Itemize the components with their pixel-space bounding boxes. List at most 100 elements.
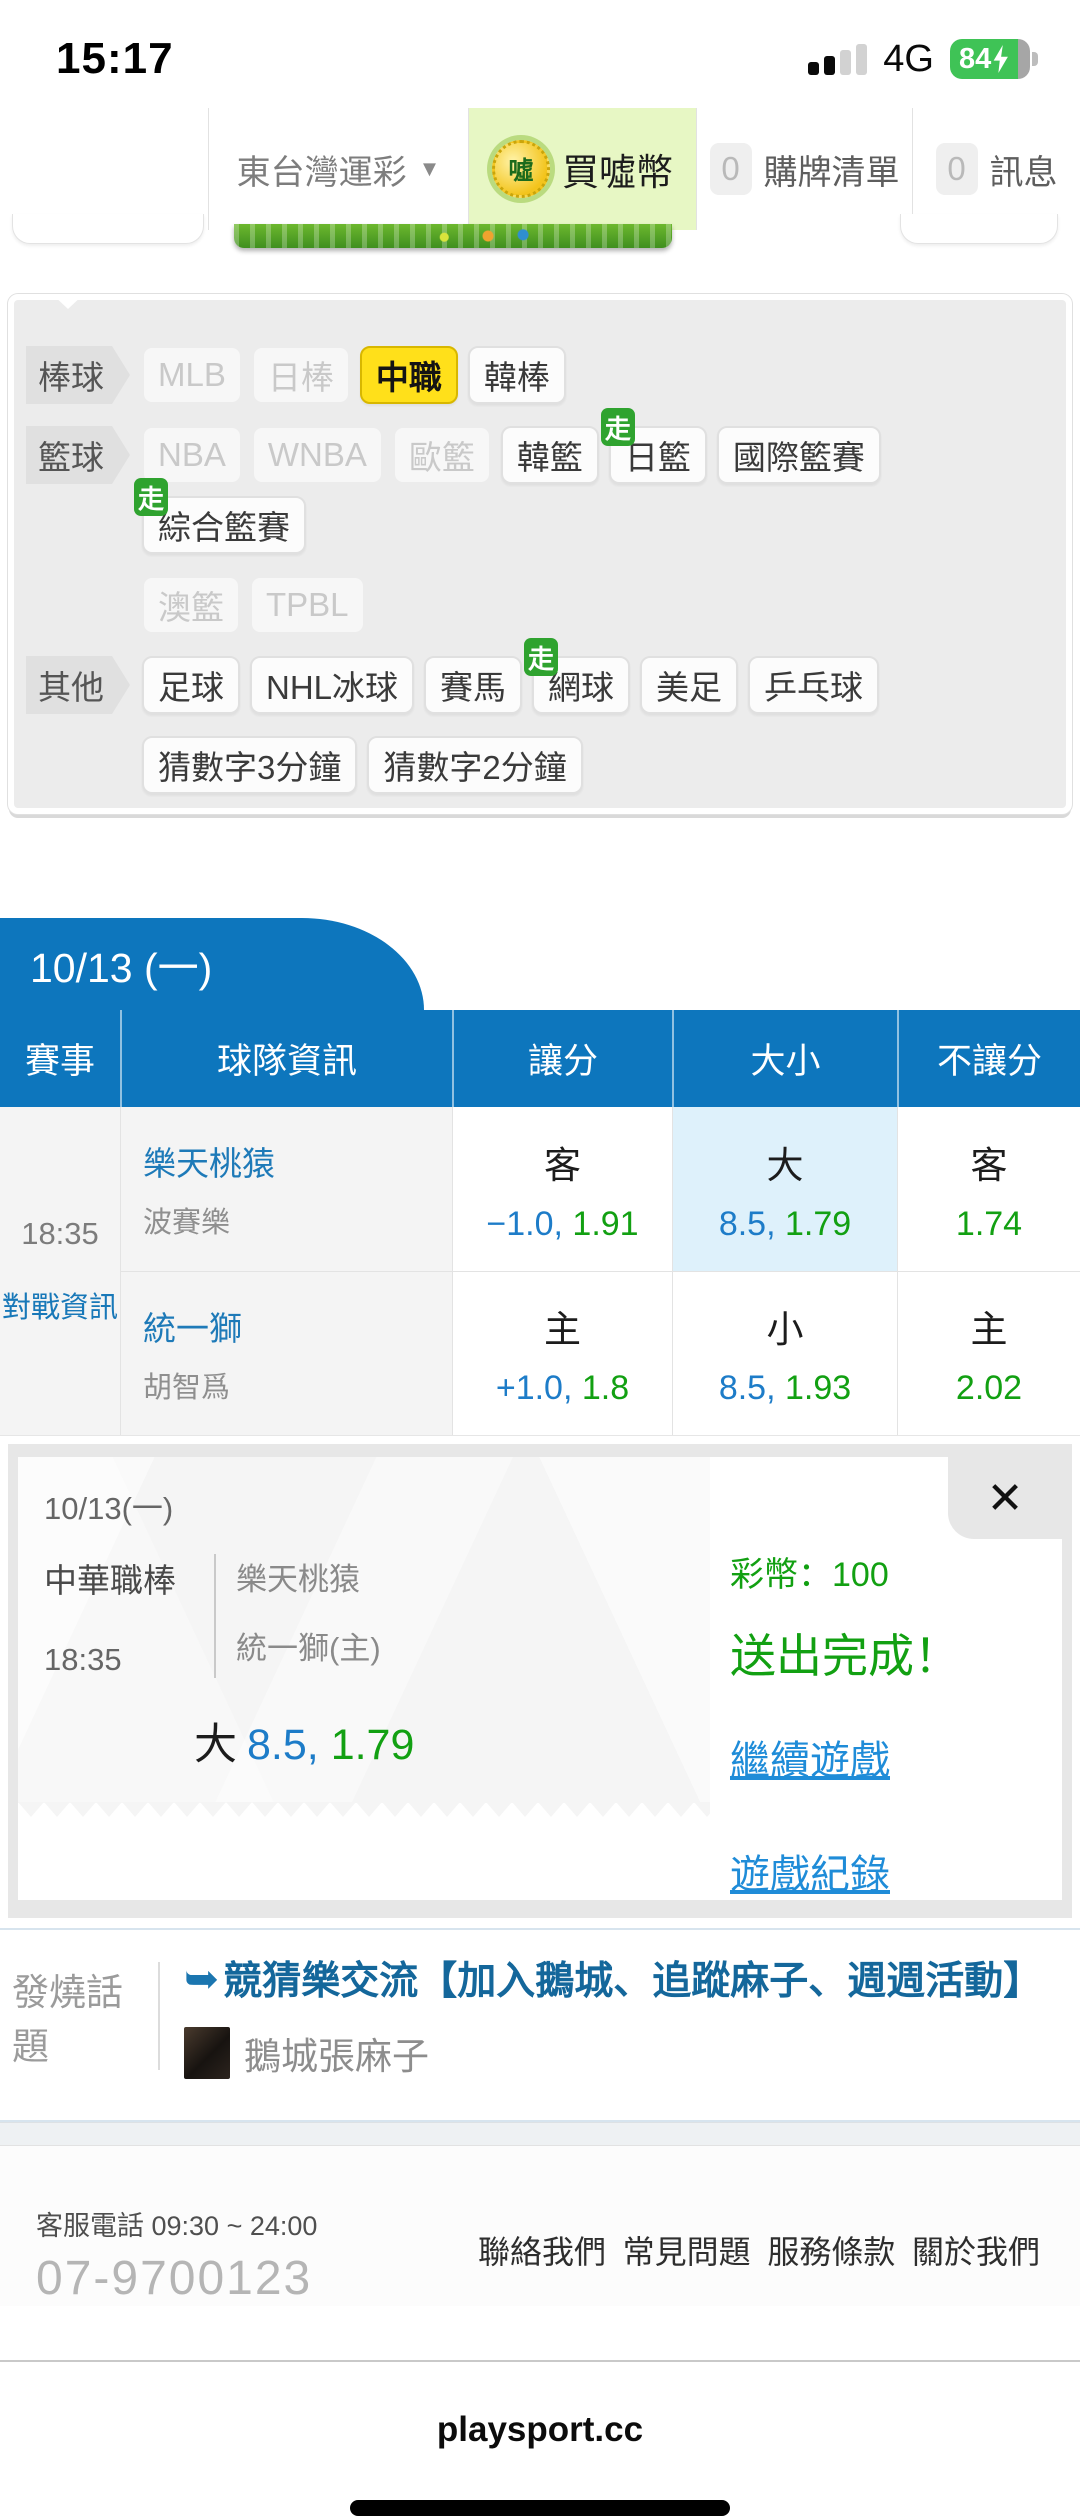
receipt-pick: 大 8.5, 1.79 xyxy=(194,1721,415,1769)
date-label: 10/13 (一) xyxy=(30,945,213,991)
total-under-cell[interactable]: 小 8.5, 1.93 xyxy=(672,1271,897,1435)
card-edge-right xyxy=(900,214,1058,244)
arrow-icon: ➥ xyxy=(184,1954,220,2002)
chevron-down-icon: ▼ xyxy=(418,156,441,181)
filter-mixed-basketball[interactable]: 走 綜合籃賽 xyxy=(134,478,306,554)
filter-row-basketball-2: 澳籃 TPBL xyxy=(26,576,1054,634)
total-over-cell-selected[interactable]: 大 8.5, 1.79 xyxy=(672,1107,897,1271)
footer-link-about[interactable]: 關於我們 xyxy=(911,2234,1040,2270)
matchup-info-link[interactable]: 對戰資訊 xyxy=(1,1292,118,1324)
filter-kbl[interactable]: 韓籃 xyxy=(500,426,599,484)
filter-nba[interactable]: NBA xyxy=(142,426,242,484)
filter-kbo[interactable]: 韓棒 xyxy=(467,346,566,404)
cellular-signal-icon xyxy=(808,43,868,75)
filter-mlb[interactable]: MLB xyxy=(142,346,242,404)
spread-home-cell[interactable]: 主 +1.0, 1.8 xyxy=(452,1271,672,1435)
author-avatar xyxy=(184,2027,230,2079)
match-row: 18:35 對戰資訊 樂天桃猿 波賽樂 客 −1.0, 1.91 大 8.5, … xyxy=(0,1107,1080,1436)
live-badge: 走 xyxy=(600,408,635,446)
buy-coin-label: 買噓幣 xyxy=(562,152,673,193)
filter-intl-basketball[interactable]: 國際籃賽 xyxy=(716,426,881,484)
under-header-strip xyxy=(0,214,1080,294)
footer-link-faq[interactable]: 常見問題 xyxy=(622,2234,751,2270)
service-phone: 07-9700123 xyxy=(36,2252,313,2305)
col-header-spread: 讓分 xyxy=(452,1010,672,1107)
date-tab-curve xyxy=(302,918,424,1010)
close-icon: ✕ xyxy=(986,1473,1024,1523)
game-time: 18:35 xyxy=(21,1216,99,1251)
filter-soccer[interactable]: 足球 xyxy=(142,656,240,714)
receipt-league: 中華職棒 xyxy=(44,1562,176,1599)
filter-guess-number-3min[interactable]: 猜數字3分鐘 xyxy=(142,736,358,794)
date-tab: 10/13 (一) xyxy=(0,918,302,1010)
filter-tpbl[interactable]: TPBL xyxy=(250,576,365,634)
away-team-link[interactable]: 樂天桃猿 xyxy=(143,1145,275,1182)
spread-away-cell[interactable]: 客 −1.0, 1.91 xyxy=(452,1107,672,1271)
close-button[interactable]: ✕ xyxy=(948,1457,1062,1539)
filter-bleague[interactable]: 走 日籃 xyxy=(600,408,707,484)
moneyline-home-cell[interactable]: 主 2.02 xyxy=(897,1271,1080,1435)
battery-charging-icon: 84 xyxy=(950,39,1038,79)
topic-author-row[interactable]: 鵝城張麻子 xyxy=(184,2026,1042,2080)
bet-slip: 10/13(一) 中華職棒 18:35 樂天桃猿 統一獅(主) 大 8.5, 1.… xyxy=(8,1444,1072,1918)
buy-coin-tab[interactable]: 噓 買噓幣 xyxy=(468,108,696,230)
filter-npb[interactable]: 日棒 xyxy=(251,346,350,404)
ticket-list-nav[interactable]: 0 購牌清單 xyxy=(696,108,912,230)
odds-table-header: 賽事 球隊資訊 讓分 大小 不讓分 xyxy=(0,1010,1080,1107)
submit-success-message: 送出完成！ xyxy=(730,1630,960,1682)
hot-topic-link[interactable]: ➥ 競猜樂交流【加入鵝城、追蹤麻子、週週活動】 xyxy=(184,1954,1043,2004)
filter-nhl[interactable]: NHL冰球 xyxy=(250,656,415,714)
footer-link-contact[interactable]: 聯絡我們 xyxy=(478,2234,607,2270)
col-header-event: 賽事 xyxy=(24,1042,95,1081)
network-type: 4G xyxy=(883,37,934,80)
away-pitcher: 波賽樂 xyxy=(143,1207,231,1239)
messages-nav[interactable]: 0 訊息 xyxy=(912,108,1080,230)
region-selector-label: 東台灣運彩 xyxy=(236,153,407,192)
filter-euro-basketball[interactable]: 歐籃 xyxy=(392,426,491,484)
home-indicator[interactable] xyxy=(350,2500,730,2516)
filter-cpbl[interactable]: 中職 xyxy=(359,346,458,404)
author-name: 鵝城張麻子 xyxy=(244,2036,429,2077)
footer-link-terms[interactable]: 服務條款 xyxy=(767,2234,896,2270)
ticket-count-badge: 0 xyxy=(709,143,752,195)
messages-label: 訊息 xyxy=(989,153,1058,192)
category-tag-other: 其他 xyxy=(26,656,130,714)
event-cell: 18:35 對戰資訊 xyxy=(0,1107,120,1435)
site-footer: 客服電話 09:30 ~ 24:00 07-9700123 聯絡我們 常見問題 … xyxy=(0,2146,1080,2306)
url-bar[interactable]: playsport.cc xyxy=(436,2410,644,2449)
home-team-cell: 統一獅 胡智爲 xyxy=(120,1271,452,1435)
message-count-badge: 0 xyxy=(935,143,978,195)
lightning-bolt-icon xyxy=(993,45,1008,73)
ticket-list-label: 購牌清單 xyxy=(763,153,900,192)
col-header-total: 大小 xyxy=(672,1010,897,1107)
filter-row-basketball: 籃球 NBA WNBA 歐籃 韓籃 走 日籃 國際籃賽 走 綜合籃賽 xyxy=(26,408,1054,554)
service-hours: 客服電話 09:30 ~ 24:00 xyxy=(36,2211,318,2241)
continue-game-link[interactable]: 繼續遊戲 xyxy=(730,1739,890,1783)
filter-row-baseball: 棒球 MLB 日棒 中職 韓棒 xyxy=(26,346,1054,404)
game-history-link[interactable]: 遊戲紀錄 xyxy=(730,1853,890,1897)
filter-tennis[interactable]: 走 網球 xyxy=(524,638,631,714)
col-header-teams: 球隊資訊 xyxy=(120,1010,452,1107)
browser-bottom-bar: playsport.cc xyxy=(0,2360,1080,2516)
promo-banner[interactable] xyxy=(234,224,672,248)
coins-spent: 彩幣：100 xyxy=(730,1556,889,1594)
hot-topic-section: 發燒話題 ➥ 競猜樂交流【加入鵝城、追蹤麻子、週週活動】 鵝城張麻子 xyxy=(0,1928,1080,2122)
away-team-cell: 樂天桃猿 波賽樂 xyxy=(120,1107,452,1271)
bet-receipt: 10/13(一) 中華職棒 18:35 樂天桃猿 統一獅(主) 大 8.5, 1.… xyxy=(18,1457,710,1817)
filter-horse-racing[interactable]: 賽馬 xyxy=(424,656,523,714)
receipt-date: 10/13(一) xyxy=(44,1491,174,1526)
status-bar: 15:17 4G 84 xyxy=(0,0,1080,108)
region-selector[interactable]: 東台灣運彩 ▼ xyxy=(208,108,468,230)
category-tag-baseball: 棒球 xyxy=(26,346,130,404)
status-time: 15:17 xyxy=(56,34,174,83)
col-header-moneyline: 不讓分 xyxy=(897,1010,1080,1107)
filter-wnba[interactable]: WNBA xyxy=(251,426,383,484)
filter-nbl-au[interactable]: 澳籃 xyxy=(142,576,240,634)
moneyline-away-cell[interactable]: 客 1.74 xyxy=(897,1107,1080,1271)
coin-icon: 噓 xyxy=(492,140,550,198)
home-team-link[interactable]: 統一獅 xyxy=(143,1309,242,1347)
filter-am-football[interactable]: 美足 xyxy=(640,656,739,714)
site-header: 東台灣運彩 ▼ 噓 買噓幣 0 購牌清單 0 訊息 xyxy=(0,108,1080,230)
filter-guess-number-2min[interactable]: 猜數字2分鐘 xyxy=(367,736,583,794)
filter-table-tennis[interactable]: 乒乓球 xyxy=(748,656,880,714)
